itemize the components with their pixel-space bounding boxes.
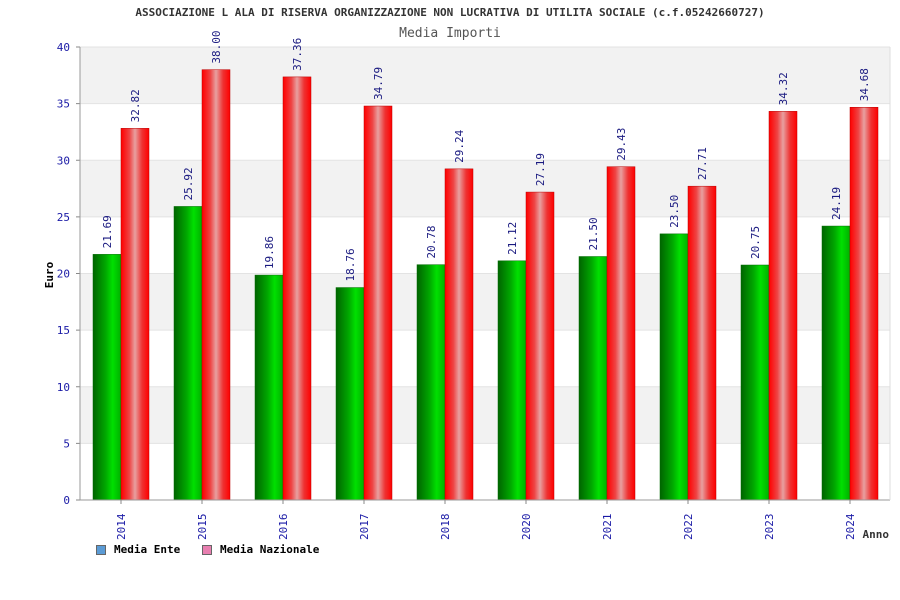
bar-ente bbox=[254, 274, 284, 501]
bar-labels: 21.69 32.82 25.92 38.00 19.86 37.36 18.76 34.79… bbox=[101, 31, 871, 282]
bar-ente bbox=[740, 264, 770, 501]
data-label: 21.12 bbox=[506, 222, 519, 255]
legend-swatch-ente bbox=[96, 544, 106, 555]
data-label: 20.75 bbox=[749, 226, 762, 259]
data-label: 27.19 bbox=[534, 153, 547, 186]
data-label: 34.32 bbox=[777, 72, 790, 105]
chart-title: ASSOCIAZIONE L ALA DI RISERVA ORGANIZZAZ… bbox=[135, 6, 765, 19]
data-label: 37.36 bbox=[291, 38, 304, 71]
data-label: 19.86 bbox=[263, 236, 276, 269]
x-tick-label: 2018 bbox=[439, 514, 452, 541]
data-label: 29.43 bbox=[615, 128, 628, 161]
data-label: 18.76 bbox=[344, 248, 357, 281]
data-label: 20.78 bbox=[425, 226, 438, 259]
y-tick-label: 20 bbox=[57, 268, 70, 281]
bar-ente bbox=[416, 264, 446, 501]
x-tick-label: 2024 bbox=[844, 513, 857, 540]
bar-nazionale bbox=[849, 106, 879, 501]
legend-label-ente: Media Ente bbox=[114, 543, 181, 556]
bar-nazionale bbox=[687, 185, 717, 501]
x-tick-label: 2020 bbox=[520, 514, 533, 541]
x-tick-label: 2016 bbox=[277, 514, 290, 541]
x-axis-label: Anno bbox=[863, 528, 890, 541]
data-label: 29.24 bbox=[453, 129, 466, 162]
legend-swatch-nazionale bbox=[202, 544, 212, 555]
bar-nazionale bbox=[768, 111, 798, 501]
bar-ente bbox=[659, 233, 689, 501]
bar-ente bbox=[173, 206, 203, 501]
data-label: 34.79 bbox=[372, 67, 385, 100]
bar-ente bbox=[335, 287, 365, 501]
bar-nazionale bbox=[120, 128, 150, 501]
y-tick-label: 15 bbox=[57, 324, 70, 337]
chart-subtitle: Media Importi bbox=[399, 26, 501, 41]
x-tick-label: 2015 bbox=[196, 514, 209, 541]
bar-nazionale bbox=[201, 69, 231, 501]
x-tick-label: 2014 bbox=[115, 513, 128, 540]
data-label: 21.69 bbox=[101, 215, 114, 248]
bar-ente bbox=[821, 225, 851, 501]
grid-band bbox=[80, 47, 890, 104]
y-tick-label: 40 bbox=[57, 41, 70, 54]
data-label: 23.50 bbox=[668, 195, 681, 228]
data-label: 38.00 bbox=[210, 31, 223, 64]
data-label: 32.82 bbox=[129, 89, 142, 122]
bar-nazionale bbox=[525, 191, 555, 501]
bar-nazionale bbox=[282, 76, 312, 501]
data-label: 25.92 bbox=[182, 167, 195, 200]
axes: 0 5 10 15 20 25 30 35 40 2014 2015 2016 2017 2018 2020… bbox=[57, 41, 891, 541]
bars bbox=[92, 69, 879, 501]
y-tick-label: 35 bbox=[57, 98, 70, 111]
data-label: 34.68 bbox=[858, 68, 871, 101]
x-tick-label: 2023 bbox=[763, 514, 776, 541]
bar-nazionale bbox=[606, 166, 636, 501]
data-label: 27.71 bbox=[696, 147, 709, 180]
data-label: 24.19 bbox=[830, 187, 843, 220]
y-tick-label: 0 bbox=[63, 494, 70, 507]
x-tick-label: 2022 bbox=[682, 514, 695, 541]
legend-label-nazionale: Media Nazionale bbox=[220, 543, 320, 556]
y-tick-label: 10 bbox=[57, 381, 70, 394]
y-axis-label: Euro bbox=[43, 261, 56, 288]
y-tick-label: 5 bbox=[63, 437, 70, 450]
bar-ente bbox=[497, 260, 527, 501]
legend-item-nazionale: Media Nazionale bbox=[202, 543, 319, 556]
bar-nazionale bbox=[444, 168, 474, 501]
y-tick-label: 30 bbox=[57, 154, 70, 167]
y-tick-label: 25 bbox=[57, 211, 70, 224]
bar-ente bbox=[92, 254, 122, 501]
legend-item-ente: Media Ente bbox=[96, 543, 180, 556]
x-tick-label: 2021 bbox=[601, 514, 614, 541]
bar-nazionale bbox=[363, 105, 393, 501]
x-tick-label: 2017 bbox=[358, 514, 371, 541]
data-label: 21.50 bbox=[587, 217, 600, 250]
bar-ente bbox=[578, 256, 608, 501]
